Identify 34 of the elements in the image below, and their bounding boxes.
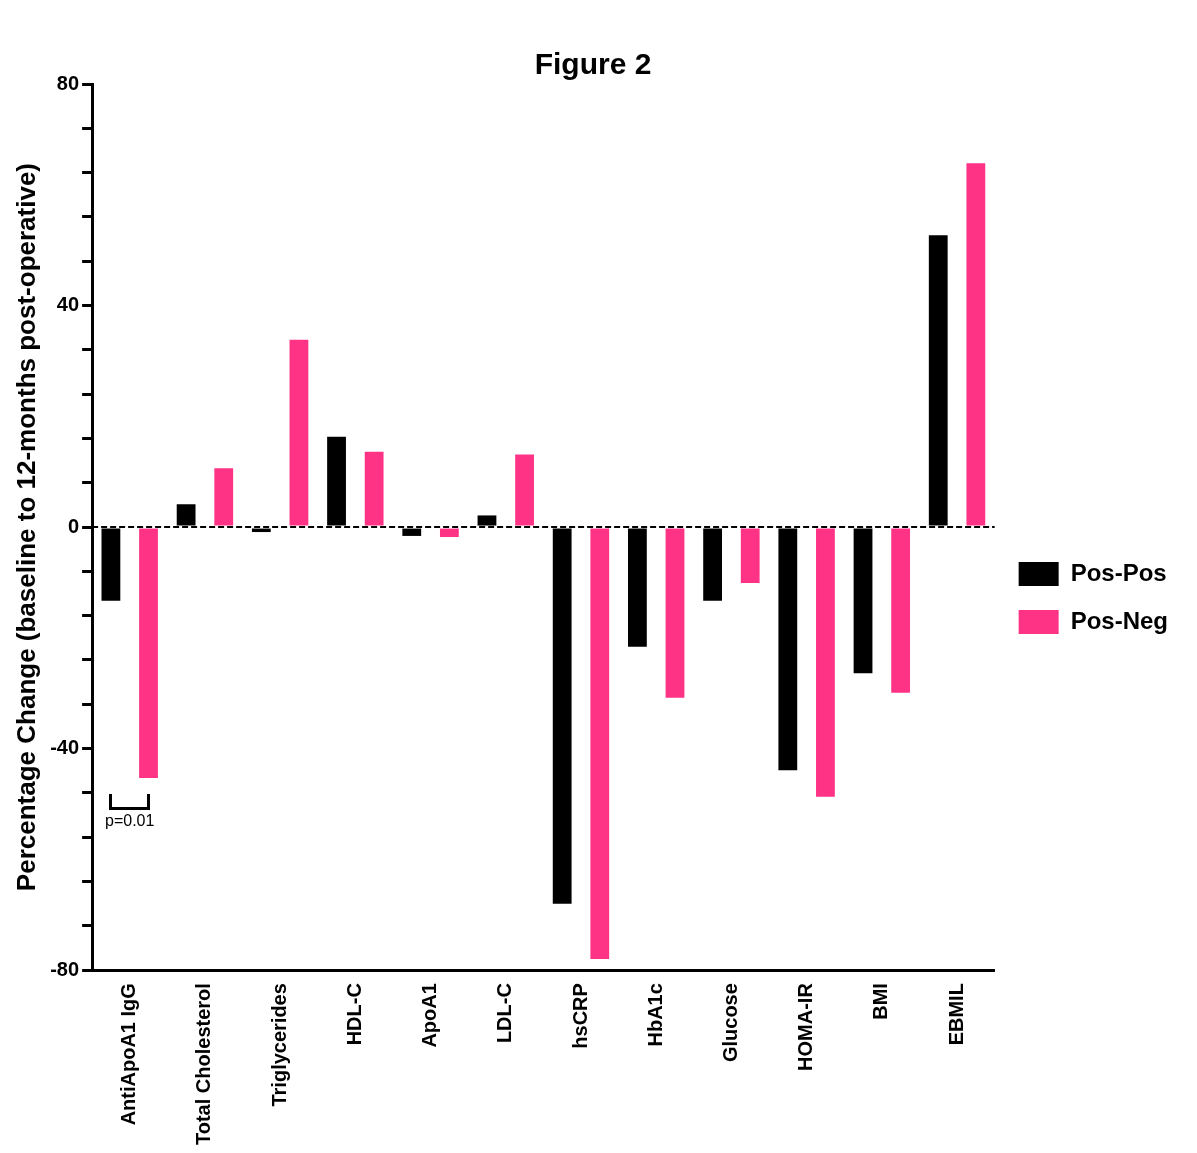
legend-label: Pos-Neg — [1070, 606, 1169, 634]
x-tick-label: AntiApoA1 IgG — [117, 983, 140, 1126]
y-tick-label: 80 — [56, 71, 80, 94]
x-tick-label: hsCRP — [568, 983, 591, 1049]
bar — [364, 451, 384, 526]
bar — [439, 528, 459, 538]
x-tick-label: HOMA-IR — [794, 982, 817, 1071]
bar — [515, 454, 534, 526]
bar — [891, 528, 911, 693]
x-tick-label: LDL-C — [493, 983, 516, 1044]
bar — [590, 528, 610, 960]
chart-title: Figure 2 — [534, 47, 652, 81]
y-tick-label: -40 — [50, 736, 80, 759]
bar — [214, 468, 234, 526]
bar — [139, 528, 158, 778]
y-tick-label: -80 — [50, 957, 80, 980]
annotation: p=0.01 — [105, 812, 155, 830]
y-axis-title: Percentage Change (baseline to 12-months post-operative) — [10, 162, 41, 892]
x-tick-label: Total Cholesterol — [192, 983, 215, 1146]
legend-label: Pos-Pos — [1070, 558, 1167, 586]
bar — [665, 528, 685, 698]
x-tick-label: HbA1c — [643, 983, 666, 1047]
x-tick-label: ApoA1 — [418, 983, 441, 1048]
x-tick-label: BMI — [869, 983, 892, 1020]
x-tick-label: HDL-C — [342, 983, 365, 1046]
y-tick-label: 40 — [56, 293, 80, 316]
x-tick-label: Glucose — [718, 983, 741, 1063]
bar — [289, 339, 309, 526]
x-tick-label: EBMIL — [944, 983, 967, 1046]
bar — [816, 528, 835, 797]
bar — [966, 163, 986, 526]
y-tick-label: 0 — [67, 514, 80, 537]
bar — [740, 528, 760, 584]
x-tick-label: Triglycerides — [267, 983, 290, 1107]
